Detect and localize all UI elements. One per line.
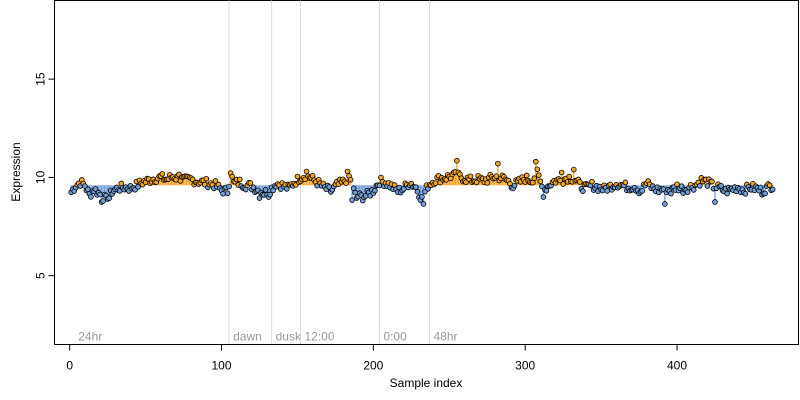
x-axis-title: Sample index — [390, 376, 463, 390]
reference-line-label: 0:00 — [383, 330, 407, 344]
data-point — [580, 188, 586, 194]
data-point — [303, 168, 310, 175]
data-point — [697, 183, 703, 189]
y-tick-label: 5 — [34, 272, 48, 279]
data-point — [762, 190, 768, 197]
data-point — [622, 179, 629, 186]
data-point — [495, 160, 501, 167]
data-point — [718, 182, 724, 189]
data-point — [135, 184, 141, 190]
data-point — [531, 175, 538, 182]
data-point — [709, 178, 715, 185]
data-point — [537, 178, 544, 185]
reference-line-label: dusk — [276, 330, 302, 344]
data-point — [678, 183, 685, 189]
data-point — [570, 166, 577, 173]
points-layer — [68, 157, 776, 207]
data-point — [294, 173, 301, 180]
reference-line-label: dawn — [233, 330, 262, 344]
data-point — [534, 166, 541, 173]
data-point — [349, 197, 355, 203]
data-point — [589, 178, 595, 185]
data-point — [560, 181, 566, 187]
data-point — [539, 183, 545, 190]
data-point — [432, 180, 439, 186]
data-point — [484, 180, 491, 186]
data-point — [639, 188, 645, 194]
data-point — [212, 178, 219, 184]
data-point — [674, 181, 680, 188]
data-point — [577, 179, 583, 185]
data-point — [543, 187, 550, 194]
data-point — [250, 184, 257, 191]
data-point — [414, 188, 421, 195]
reference-line-label: 24hr — [78, 330, 102, 344]
data-point — [236, 176, 243, 183]
data-point — [757, 184, 764, 191]
data-point — [662, 201, 668, 207]
x-tick-label: 400 — [667, 359, 687, 373]
reference-lines: 24hr dawn dusk 12:00 0:00 48hr — [78, 0, 458, 345]
data-point — [766, 182, 773, 189]
data-point — [97, 191, 103, 198]
data-point — [226, 183, 232, 190]
data-point — [712, 199, 718, 205]
plot-box — [54, 0, 799, 345]
data-point — [724, 190, 730, 197]
data-point — [224, 190, 231, 197]
data-point — [742, 191, 749, 197]
y-axis: 5 10 15 — [34, 72, 55, 279]
data-point — [262, 187, 269, 193]
data-point — [159, 171, 166, 177]
data-point — [419, 194, 425, 200]
data-point — [668, 190, 674, 197]
data-point — [540, 194, 547, 200]
data-point — [203, 175, 210, 182]
x-tick-label: 100 — [212, 359, 232, 373]
data-point — [536, 172, 542, 178]
data-point — [92, 186, 99, 192]
y-tick-label: 15 — [34, 72, 48, 86]
data-point — [106, 195, 112, 202]
data-point — [420, 201, 427, 207]
y-tick-label: 10 — [34, 170, 48, 184]
x-tick-label: 0 — [66, 359, 73, 373]
data-point — [88, 194, 94, 200]
data-point — [118, 180, 125, 187]
data-point — [684, 189, 691, 195]
data-point — [454, 157, 460, 164]
data-point — [566, 173, 573, 180]
data-point — [511, 182, 518, 189]
data-point — [533, 158, 539, 165]
data-point — [690, 187, 697, 193]
data-point — [220, 190, 226, 197]
reference-line-label: 48hr — [434, 330, 458, 344]
reference-line-label: 12:00 — [304, 330, 334, 344]
data-point — [229, 173, 235, 180]
data-point — [400, 186, 407, 192]
data-point — [467, 173, 474, 180]
data-point — [704, 183, 711, 189]
data-point — [267, 191, 273, 198]
data-point — [473, 179, 480, 186]
data-point — [100, 198, 106, 204]
data-point — [247, 180, 254, 186]
data-point — [493, 173, 500, 179]
x-tick-label: 200 — [363, 359, 383, 373]
data-point — [558, 169, 565, 176]
x-axis: 0 100 200 300 400 — [66, 344, 687, 373]
data-point — [604, 188, 610, 194]
data-point — [347, 176, 354, 183]
y-axis-title: Expression — [9, 142, 23, 201]
data-point — [343, 180, 349, 186]
x-tick-label: 300 — [515, 359, 535, 373]
data-point — [769, 186, 776, 193]
data-point — [372, 187, 378, 194]
data-point — [523, 172, 530, 179]
data-point — [413, 184, 419, 190]
